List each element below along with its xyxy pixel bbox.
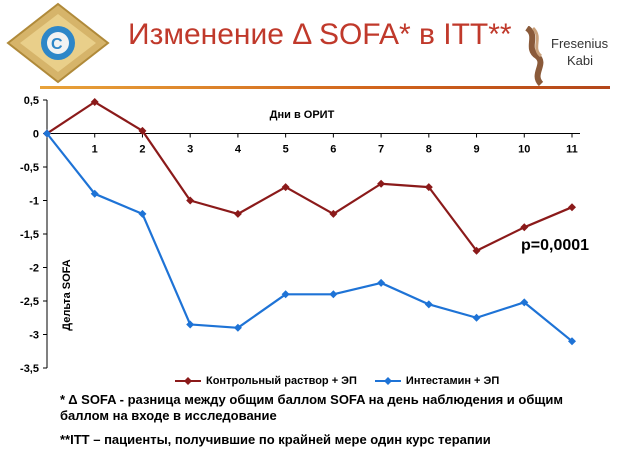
data-point-intestamin — [377, 278, 386, 287]
y-tick-label: -3,5 — [20, 363, 39, 375]
data-point-control — [281, 183, 290, 192]
data-point-control — [233, 209, 242, 218]
data-point-control — [377, 179, 386, 188]
y-tick-label: 0,5 — [24, 95, 39, 107]
line-chart: 0,50-0,5-1-1,5-2-2,5-3-3,51 2 3 4 5 6 7 8 9 10 11 … — [20, 95, 580, 375]
y-tick-label: -2,5 — [20, 296, 39, 308]
chart-axes: 0,5 0 -0,5 -1 -1,5 -2 -2,5 -3 -3,5 1 2 3 4 5 6 7 8 9 10 11 — [20, 95, 580, 375]
data-point-control — [472, 246, 481, 255]
y-tick-label: -2 — [29, 263, 39, 275]
company-logo: C — [6, 2, 110, 84]
y-tick-label: -1,5 — [20, 229, 39, 241]
chart-series — [43, 98, 576, 346]
footnote-delta-sofa: * Δ SOFA - разница между общим баллом SO… — [60, 392, 563, 423]
x-tick-label: 1 — [92, 144, 98, 156]
data-point-intestamin — [233, 323, 242, 332]
x-tick-label: 7 — [378, 144, 384, 156]
brand-name-line2: Kabi — [567, 53, 594, 68]
footnote-itt: **ITT – пациенты, получившие по крайней … — [60, 432, 491, 447]
x-tick-label: 3 — [187, 144, 193, 156]
y-tick-label: -0,5 — [20, 162, 39, 174]
x-tick-label: 4 — [235, 144, 242, 156]
data-point-intestamin — [520, 298, 529, 307]
fresenius-logo-icon — [524, 26, 544, 86]
series-line-control — [46, 100, 573, 252]
legend-item-control: Контрольный раствор + ЭП — [175, 375, 357, 387]
chart-legend: Контрольный раствор + ЭП Интестамин + ЭП — [175, 375, 517, 387]
svg-text:C: C — [51, 36, 63, 53]
data-point-control — [138, 126, 147, 135]
y-axis-label: Дельта SOFA — [61, 259, 73, 330]
data-point-control — [568, 203, 576, 212]
data-point-control — [186, 196, 195, 205]
brand-name-line1: Fresenius — [551, 36, 609, 51]
data-point-control — [90, 98, 99, 107]
x-tick-label: 11 — [566, 144, 578, 156]
x-tick-label: 10 — [518, 144, 530, 156]
legend-marker-control-icon — [175, 377, 201, 385]
data-point-control — [520, 223, 529, 232]
x-tick-label: 9 — [473, 144, 479, 156]
legend-label-control: Контрольный раствор + ЭП — [206, 375, 357, 387]
legend-item-intestamin: Интестамин + ЭП — [374, 375, 500, 387]
data-point-intestamin — [568, 337, 576, 346]
y-tick-label: -1 — [29, 196, 39, 208]
data-point-control — [329, 209, 338, 218]
data-point-intestamin — [424, 300, 433, 309]
p-value-annotation: p=0,0001 — [521, 237, 590, 254]
data-point-control — [424, 183, 433, 192]
x-tick-label: 6 — [330, 144, 336, 156]
title-divider — [40, 86, 610, 89]
x-tick-label: 8 — [426, 144, 432, 156]
data-point-intestamin — [138, 209, 147, 218]
brand-logo: Fresenius Kabi — [521, 26, 617, 86]
x-tick-label: 2 — [139, 144, 145, 156]
data-point-intestamin — [43, 129, 51, 138]
data-point-intestamin — [281, 290, 290, 299]
x-axis-label: Дни в ОРИТ — [270, 109, 335, 121]
y-tick-label: 0 — [33, 129, 39, 141]
data-point-intestamin — [329, 290, 338, 299]
legend-marker-intestamin-icon — [374, 377, 401, 385]
data-point-intestamin — [90, 189, 99, 198]
y-tick-label: -3 — [29, 330, 39, 342]
data-point-intestamin — [472, 313, 481, 322]
x-tick-label: 5 — [283, 144, 289, 156]
legend-label-intestamin: Интестамин + ЭП — [405, 375, 500, 387]
page-title: Изменение Δ SOFA* в ITT** — [128, 18, 512, 51]
data-point-intestamin — [186, 320, 195, 329]
series-line-intestamin — [46, 132, 573, 343]
